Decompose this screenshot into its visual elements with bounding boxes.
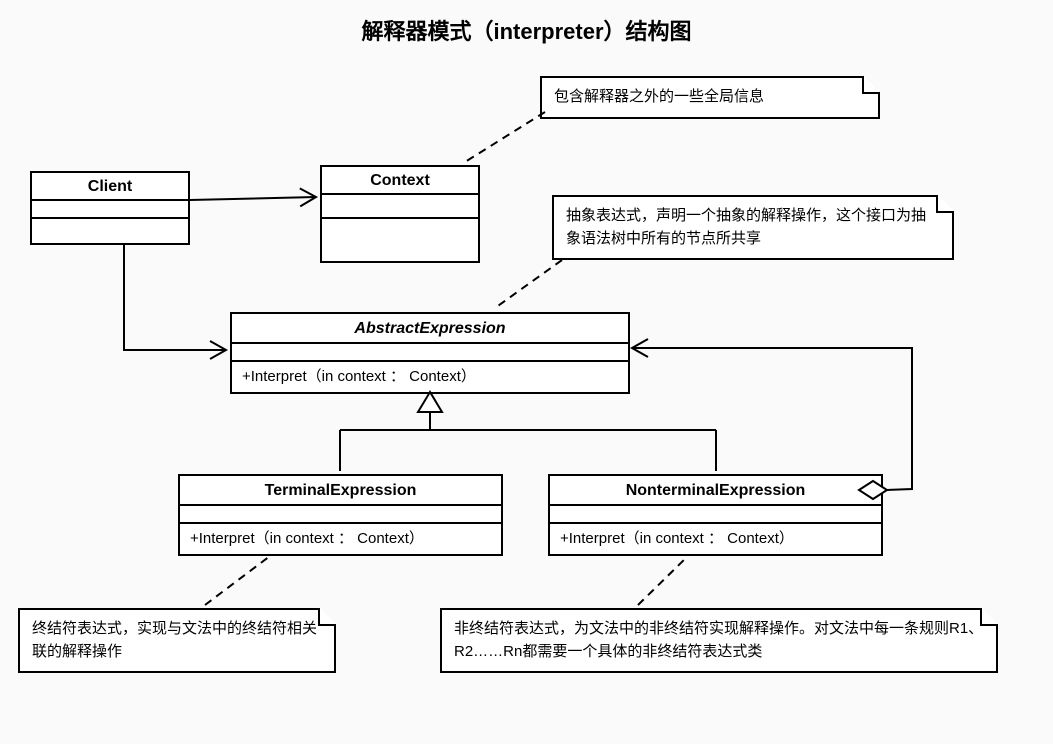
- note-context-text: 包含解释器之外的一些全局信息: [554, 88, 764, 105]
- class-client: Client: [30, 171, 190, 245]
- class-context-attrs: [322, 195, 478, 219]
- class-client-name: Client: [32, 173, 188, 201]
- note-context: 包含解释器之外的一些全局信息: [540, 76, 880, 119]
- class-nonterminal-name: NonterminalExpression: [550, 476, 881, 506]
- class-terminalexpression: TerminalExpression +Interpret（in context…: [178, 474, 503, 556]
- class-context-name: Context: [322, 167, 478, 195]
- class-client-ops: [32, 219, 188, 243]
- class-terminal-attrs: [180, 506, 501, 524]
- class-context-ops: [322, 219, 478, 261]
- note-terminal: 终结符表达式，实现与文法中的终结符相关联的解释操作: [18, 608, 336, 673]
- class-context: Context: [320, 165, 480, 263]
- class-nonterminal-attrs: [550, 506, 881, 524]
- class-abstractexpression: AbstractExpression +Interpret（in context…: [230, 312, 630, 394]
- class-nonterminalexpression: NonterminalExpression +Interpret（in cont…: [548, 474, 883, 556]
- class-nonterminal-ops: +Interpret（in context ： Context）: [550, 524, 881, 554]
- note-terminal-text: 终结符表达式，实现与文法中的终结符相关联的解释操作: [32, 620, 317, 660]
- note-abstract-text: 抽象表达式，声明一个抽象的解释操作，这个接口为抽象语法树中所有的节点所共享: [566, 207, 926, 247]
- note-fold-icon: [862, 76, 880, 94]
- class-abstract-attrs: [232, 344, 628, 362]
- note-fold-icon: [318, 608, 336, 626]
- note-nonterminal-text: 非终结符表达式，为文法中的非终结符实现解释操作。对文法中每一条规则R1、R2………: [454, 620, 983, 660]
- class-terminal-name: TerminalExpression: [180, 476, 501, 506]
- note-abstract: 抽象表达式，声明一个抽象的解释操作，这个接口为抽象语法树中所有的节点所共享: [552, 195, 954, 260]
- class-abstract-name: AbstractExpression: [232, 314, 628, 344]
- class-client-attrs: [32, 201, 188, 219]
- note-nonterminal: 非终结符表达式，为文法中的非终结符实现解释操作。对文法中每一条规则R1、R2………: [440, 608, 998, 673]
- note-fold-icon: [980, 608, 998, 626]
- class-abstract-ops: +Interpret（in context ： Context）: [232, 362, 628, 392]
- note-fold-icon: [936, 195, 954, 213]
- page-title: 解释器模式（interpreter）结构图: [0, 14, 1053, 46]
- class-terminal-ops: +Interpret（in context ： Context）: [180, 524, 501, 554]
